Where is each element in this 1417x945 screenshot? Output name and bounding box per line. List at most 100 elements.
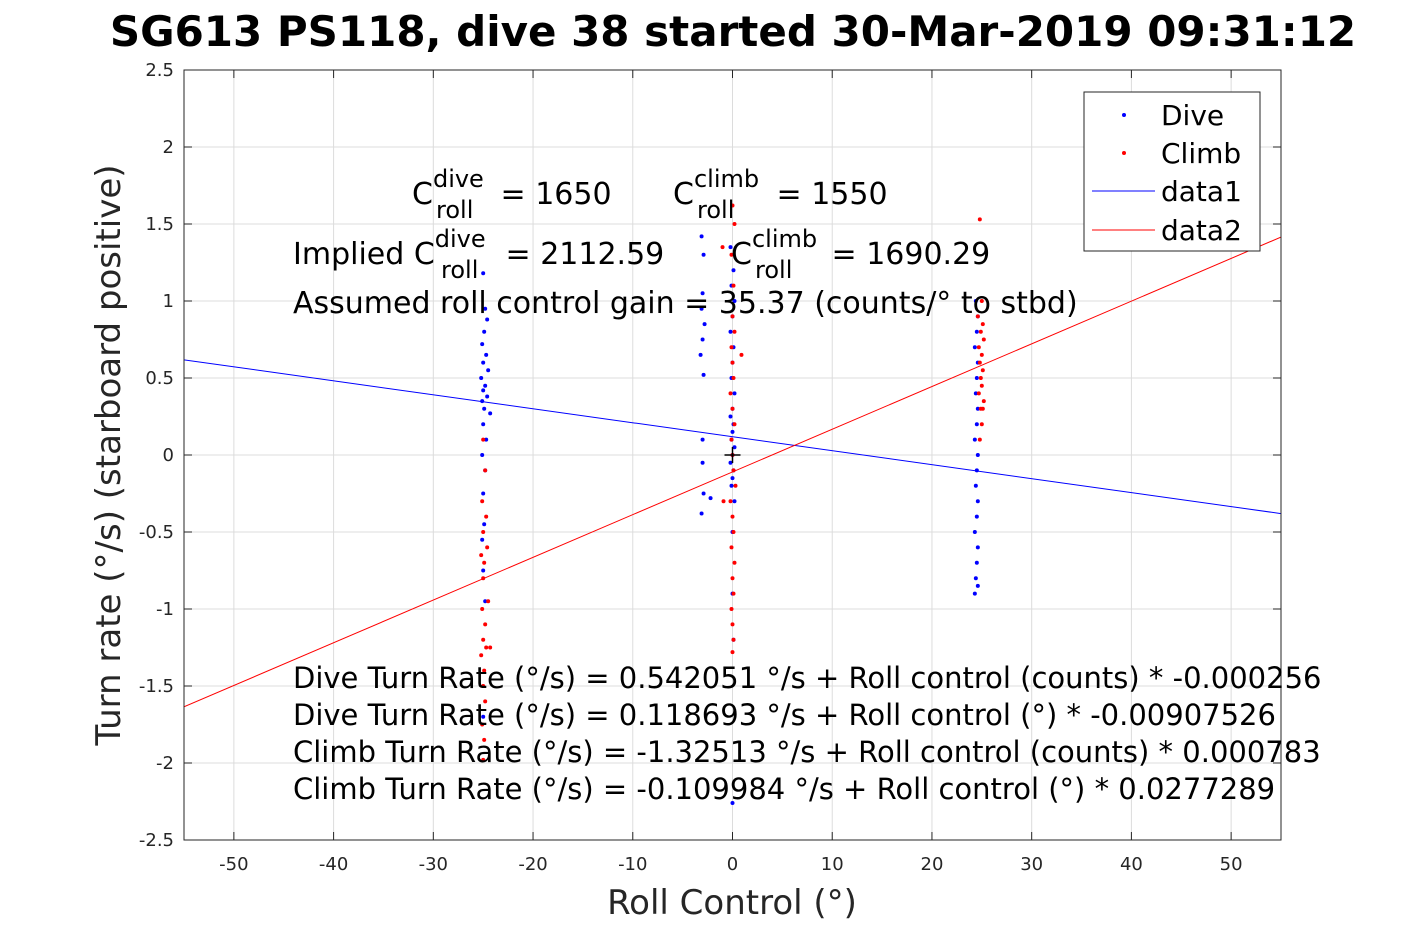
climb-point bbox=[733, 483, 738, 488]
annotation-implied-dive-prefix: Implied C bbox=[293, 237, 435, 272]
dive-point bbox=[732, 499, 737, 504]
dive-point bbox=[973, 576, 978, 581]
climb-point bbox=[978, 329, 983, 334]
dive-point bbox=[972, 591, 977, 596]
annotation-c-roll-climb: Cclimb bbox=[673, 165, 759, 212]
dive-point bbox=[480, 342, 485, 347]
dive-point bbox=[974, 560, 979, 565]
climb-point bbox=[729, 252, 734, 257]
dive-point bbox=[481, 491, 486, 496]
x-tick-label: 10 bbox=[821, 854, 844, 875]
dive-point bbox=[973, 299, 978, 303]
climb-point bbox=[730, 406, 735, 411]
dive-point bbox=[699, 511, 704, 516]
climb-point bbox=[730, 314, 735, 319]
dive-point bbox=[701, 252, 706, 257]
dive-point bbox=[728, 460, 733, 465]
climb-point bbox=[480, 499, 485, 504]
dive-point bbox=[732, 391, 737, 396]
climb-point bbox=[484, 645, 489, 650]
climb-point bbox=[981, 399, 986, 404]
climb-point bbox=[730, 360, 735, 365]
annotation-c-roll-dive: Cdive bbox=[412, 165, 484, 212]
climb-point bbox=[731, 376, 736, 380]
climb-point bbox=[486, 599, 491, 604]
annotation-c-roll-dive-sup: dive bbox=[433, 165, 484, 193]
fit-line-data1 bbox=[184, 359, 1281, 515]
annotation-implied-dive: Implied Cdive bbox=[293, 225, 486, 272]
annotation-c-roll-dive-value: = 1650 bbox=[491, 177, 612, 212]
x-tick-label: 50 bbox=[1220, 854, 1243, 875]
climb-point bbox=[479, 653, 484, 658]
x-axis-label: Roll Control (°) bbox=[607, 883, 857, 923]
y-tick-label: 2 bbox=[163, 137, 174, 158]
dive-point bbox=[486, 368, 491, 373]
climb-point bbox=[483, 468, 488, 473]
dive-point bbox=[974, 329, 979, 334]
annotation-c-roll-climb-base: C bbox=[673, 177, 694, 212]
dive-point bbox=[700, 437, 705, 442]
climb-point bbox=[730, 576, 735, 581]
climb-point bbox=[481, 757, 486, 762]
dive-point bbox=[729, 483, 734, 488]
annotation-c-roll-climb-sub: roll bbox=[697, 196, 734, 224]
y-tick-label: 2.5 bbox=[145, 60, 174, 81]
climb-point bbox=[732, 222, 737, 226]
climb-point bbox=[720, 245, 725, 250]
climb-point bbox=[978, 376, 983, 380]
dive-point bbox=[483, 383, 488, 388]
legend-marker-dive bbox=[1122, 113, 1126, 117]
x-tick-label: -20 bbox=[518, 854, 547, 875]
y-tick-label: 0.5 bbox=[145, 368, 174, 389]
dive-point bbox=[483, 306, 488, 311]
x-tick-label: -50 bbox=[219, 854, 248, 875]
equation-line-2: Dive Turn Rate (°/s) = 0.118693 °/s + Ro… bbox=[293, 698, 1276, 732]
annotation-implied-dive-value: = 2112.59 bbox=[496, 237, 664, 272]
dive-point bbox=[975, 499, 980, 504]
equation-line-4: Climb Turn Rate (°/s) = -0.109984 °/s + … bbox=[293, 772, 1275, 806]
dive-point bbox=[701, 372, 706, 377]
climb-point bbox=[729, 437, 734, 442]
climb-point bbox=[483, 622, 488, 627]
climb-point bbox=[731, 591, 736, 596]
legend-label-data2: data2 bbox=[1161, 214, 1242, 247]
dive-point bbox=[731, 268, 736, 273]
climb-point bbox=[732, 560, 737, 565]
x-tick-label: 40 bbox=[1120, 854, 1143, 875]
dive-point bbox=[728, 414, 733, 419]
climb-point bbox=[730, 203, 735, 208]
dive-point bbox=[975, 545, 980, 550]
dive-point bbox=[481, 360, 486, 365]
dive-point bbox=[481, 422, 486, 427]
dive-point bbox=[479, 376, 484, 380]
climb-point bbox=[980, 368, 985, 373]
dive-point bbox=[484, 437, 489, 442]
y-tick-label: 1 bbox=[163, 291, 174, 312]
dive-point bbox=[481, 714, 486, 719]
y-tick-label: 1.5 bbox=[145, 214, 174, 235]
dive-point bbox=[485, 394, 490, 399]
dive-point bbox=[972, 437, 977, 442]
climb-point bbox=[485, 545, 490, 550]
x-tick-label: 30 bbox=[1020, 854, 1043, 875]
annotation-c-roll-climb-sup: climb bbox=[694, 165, 759, 193]
climb-point bbox=[481, 637, 486, 642]
x-tick-label: -30 bbox=[419, 854, 448, 875]
climb-point bbox=[728, 391, 733, 396]
legend-label-dive: Dive bbox=[1161, 99, 1224, 132]
climb-point bbox=[980, 322, 985, 327]
dive-point bbox=[482, 329, 487, 334]
chart-title: SG613 PS118, dive 38 started 30-Mar-2019… bbox=[110, 7, 1356, 56]
dive-point bbox=[975, 583, 980, 588]
dive-point bbox=[700, 291, 705, 296]
climb-point bbox=[482, 737, 487, 742]
annotations: Cdive roll = 1650 Cclimb roll = 1550 Imp… bbox=[293, 165, 1321, 806]
climb-point bbox=[483, 699, 488, 704]
series-data1 bbox=[184, 359, 1281, 515]
climb-point bbox=[480, 607, 485, 611]
climb-point bbox=[484, 514, 489, 519]
climb-point bbox=[977, 217, 982, 222]
dive-point bbox=[481, 271, 486, 276]
x-tick-label: 20 bbox=[921, 854, 944, 875]
